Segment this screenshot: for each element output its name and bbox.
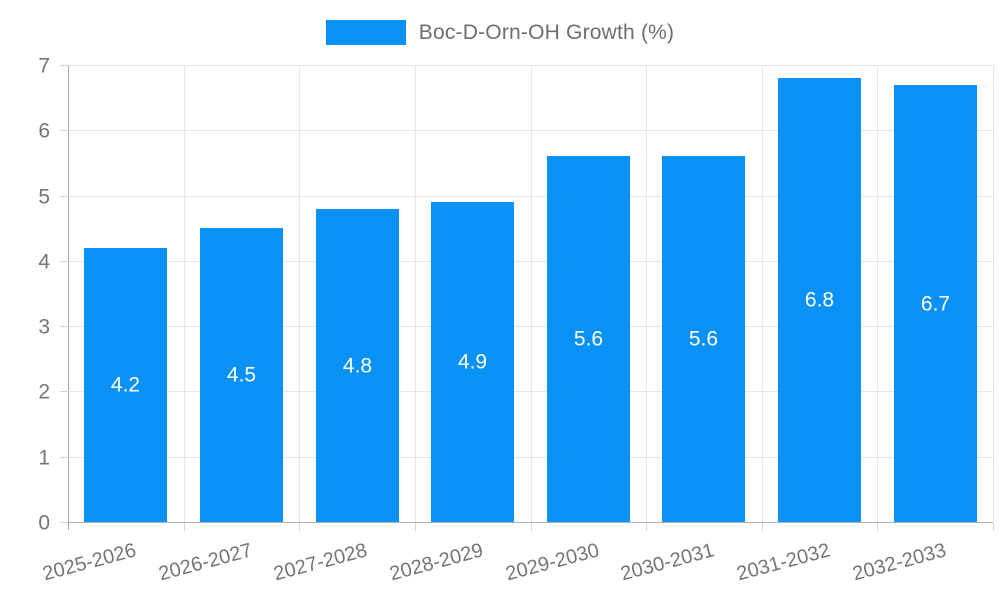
bar-value-label: 5.6 [688, 327, 719, 351]
y-tick-mark [60, 326, 68, 328]
gridline-horizontal [68, 195, 993, 197]
y-axis-line [68, 65, 69, 530]
x-tick-label: 2031-2032 [734, 539, 833, 586]
legend-swatch [325, 20, 406, 45]
x-tick-label: 2029-2030 [503, 539, 602, 586]
gridline-vertical [184, 65, 185, 522]
gridline-vertical [299, 65, 300, 522]
bar: 4.2 [84, 248, 167, 522]
gridline-horizontal [68, 65, 993, 66]
gridline-vertical [877, 65, 878, 522]
x-tick-mark [299, 523, 300, 531]
x-tick-label: 2027-2028 [271, 539, 370, 586]
x-tick-label: 2025-2026 [40, 539, 139, 586]
x-tick-label: 2030-2031 [618, 539, 717, 586]
y-tick-mark [60, 130, 68, 132]
bar: 5.6 [662, 156, 745, 522]
bar-value-label: 4.9 [457, 350, 488, 374]
x-tick-label: 2026-2027 [156, 539, 255, 586]
y-tick-mark [60, 260, 68, 262]
gridline-vertical [993, 65, 994, 522]
bar: 6.8 [778, 78, 861, 522]
bar-value-label: 6.7 [920, 292, 951, 315]
y-tick-label: 4 [38, 250, 50, 274]
x-tick-mark [184, 523, 185, 531]
gridline-vertical [646, 65, 647, 522]
gridline-horizontal [68, 130, 993, 132]
y-tick-label: 3 [38, 315, 50, 339]
gridline-horizontal [68, 391, 993, 393]
y-tick-label: 0 [38, 511, 50, 535]
bar: 4.9 [431, 202, 514, 522]
bar-value-label: 5.6 [573, 327, 604, 351]
gridline-horizontal [68, 326, 993, 328]
y-tick-mark [60, 65, 68, 66]
gridline-vertical [415, 65, 416, 522]
x-tick-mark [762, 523, 763, 531]
legend-label: Boc-D-Orn-OH Growth (%) [418, 20, 675, 44]
gridline-vertical [762, 65, 763, 522]
gridline-horizontal [68, 456, 993, 458]
bar-value-label: 4.2 [110, 373, 141, 397]
gridline-vertical [531, 65, 532, 522]
y-tick-label: 2 [38, 380, 50, 404]
chart-legend: Boc-D-Orn-OH Growth (%) [0, 20, 1000, 45]
plot-area: 4.2 4.5 4.8 4.9 5.6 5.6 6.8 6.7 [68, 65, 994, 522]
y-tick-mark [60, 195, 68, 197]
y-tick-label: 1 [38, 446, 50, 470]
bar: 4.5 [200, 228, 283, 522]
bar-value-label: 6.8 [804, 288, 835, 312]
y-tick-label: 6 [38, 119, 50, 143]
x-tick-mark [415, 523, 416, 531]
x-tick-label: 2032-2033 [849, 539, 949, 586]
gridline-horizontal [68, 260, 993, 262]
x-tick-mark [646, 523, 647, 531]
bar: 5.6 [547, 156, 630, 522]
bar: 4.8 [316, 209, 399, 522]
y-tick-mark [60, 522, 68, 523]
bar: 6.7 [894, 85, 977, 522]
x-tick-label: 2028-2029 [387, 539, 486, 586]
y-tick-mark [60, 391, 68, 393]
bar-value-label: 4.8 [342, 354, 373, 377]
y-tick-label: 5 [38, 185, 50, 209]
y-tick-mark [60, 456, 68, 458]
x-tick-mark [993, 523, 994, 531]
bar-value-label: 4.5 [226, 363, 257, 387]
x-axis-line [60, 522, 993, 523]
x-tick-mark [877, 523, 878, 531]
y-tick-label: 7 [38, 54, 50, 78]
x-tick-mark [531, 523, 532, 531]
